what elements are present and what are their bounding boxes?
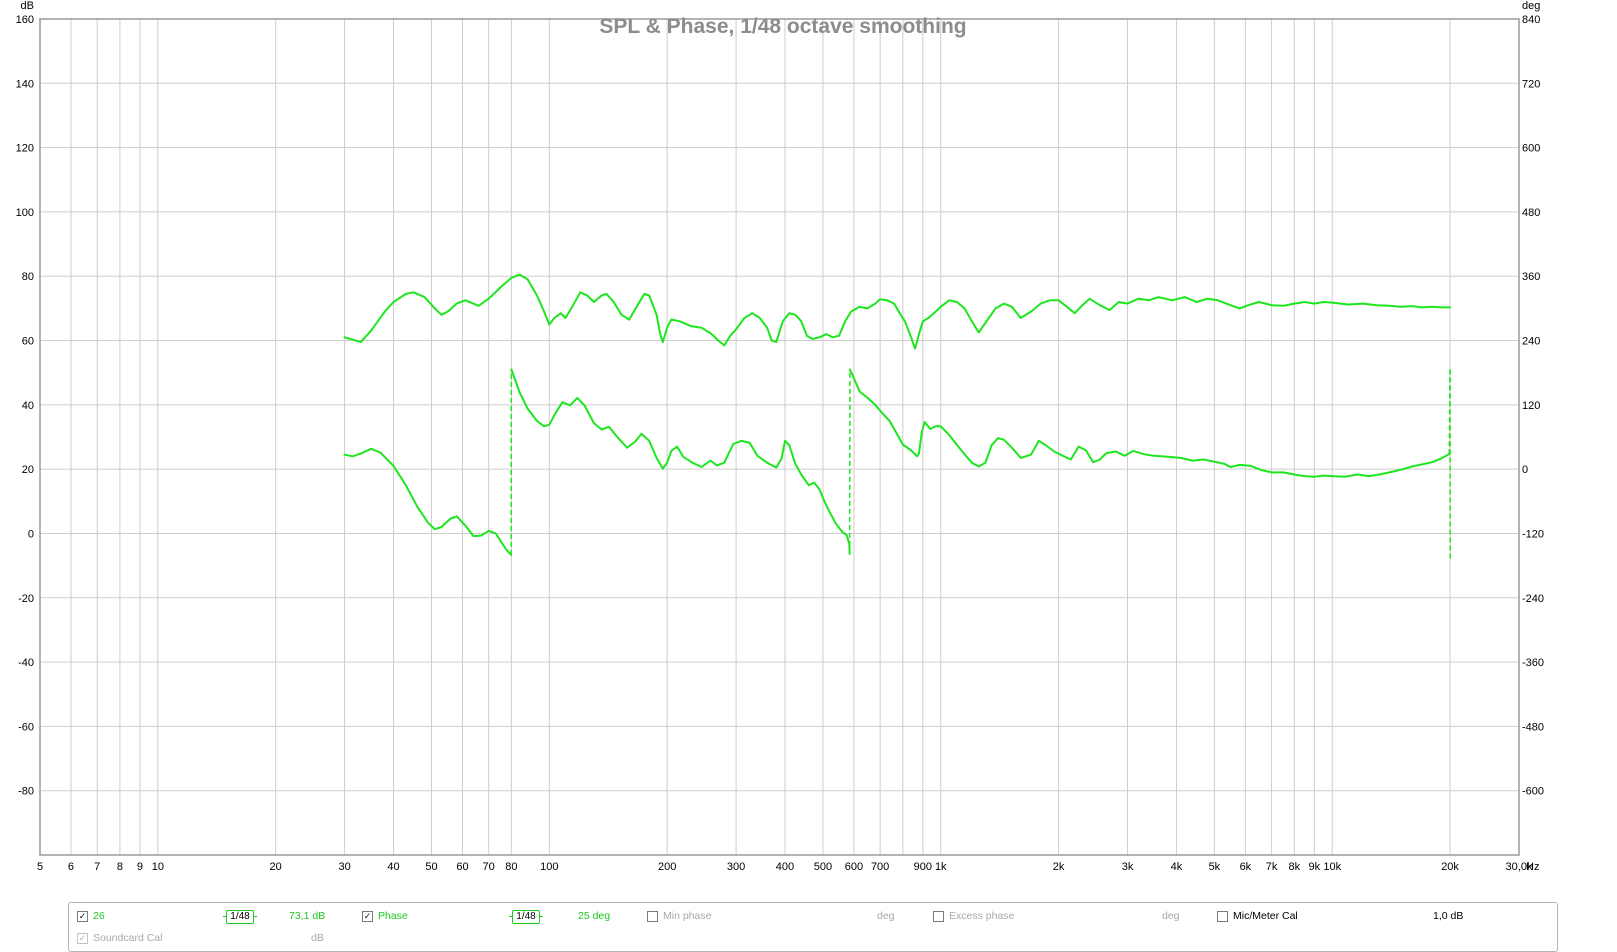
y-left-tick-label: -60 — [18, 721, 34, 733]
y-left-tick-label: -80 — [18, 786, 34, 798]
spl-checkbox[interactable]: ✓ — [77, 911, 88, 922]
x-tick-label: 1k — [935, 861, 947, 873]
x-tick-label: 100 — [540, 861, 558, 873]
x-tick-label: 10k — [1323, 861, 1341, 873]
x-tick-label: 900 — [914, 861, 932, 873]
x-tick-label: 20k — [1441, 861, 1459, 873]
x-tick-label: 40 — [387, 861, 399, 873]
x-tick-label: 500 — [814, 861, 832, 873]
x-tick-label: 8k — [1288, 861, 1300, 873]
x-tick-label: 4k — [1171, 861, 1183, 873]
y-left-tick-label: 140 — [16, 78, 34, 90]
y-left-tick-label: 0 — [28, 528, 34, 540]
spl-phase-chart[interactable]: 160140120100806040200-20-40-60-808407206… — [0, 0, 1617, 902]
legend-item-min-phase[interactable]: Min phase — [647, 910, 711, 922]
spl-label: 26 — [93, 910, 105, 922]
excess-phase-value: deg — [1162, 910, 1180, 922]
x-tick-label: 20 — [270, 861, 282, 873]
legend-panel: ✓ 26 1/48 73,1 dB ✓ Phase 1/48 25 deg Mi… — [68, 902, 1558, 952]
phase-smoothing-control[interactable]: 1/48 — [509, 909, 543, 924]
y-left-tick-label: 20 — [22, 464, 34, 476]
y-right-tick-label: 720 — [1522, 78, 1540, 90]
soundcard-cal-value: dB — [311, 932, 324, 944]
x-tick-label: 30 — [338, 861, 350, 873]
x-tick-label: 700 — [871, 861, 889, 873]
x-tick-label: 3k — [1122, 861, 1134, 873]
y-left-tick-label: -40 — [18, 657, 34, 669]
x-tick-label: 2k — [1053, 861, 1065, 873]
legend-item-excess-phase[interactable]: Excess phase — [933, 910, 1014, 922]
legend-item-phase[interactable]: ✓ Phase — [362, 910, 408, 922]
mic-cal-label: Mic/Meter Cal — [1233, 910, 1298, 922]
spl-smoothing-control[interactable]: 1/48 — [223, 909, 257, 924]
y-right-tick-label: -120 — [1522, 528, 1544, 540]
y-right-tick-label: 480 — [1522, 207, 1540, 219]
x-tick-label: 50 — [425, 861, 437, 873]
x-tick-label: 7 — [94, 861, 100, 873]
y-left-tick-label: 100 — [16, 207, 34, 219]
min-phase-checkbox[interactable] — [647, 911, 658, 922]
spl-value: 73,1 dB — [289, 910, 325, 922]
y-right-tick-label: 120 — [1522, 400, 1540, 412]
y-right-tick-label: 360 — [1522, 271, 1540, 283]
x-tick-label: 200 — [658, 861, 676, 873]
x-tick-label: 5 — [37, 861, 43, 873]
phase-checkbox[interactable]: ✓ — [362, 911, 373, 922]
phase-value: 25 deg — [578, 910, 610, 922]
x-tick-label: 6 — [68, 861, 74, 873]
x-unit: Hz — [1526, 861, 1539, 873]
soundcard-cal-label: Soundcard Cal — [93, 932, 162, 944]
x-tick-label: 8 — [117, 861, 123, 873]
excess-phase-checkbox[interactable] — [933, 911, 944, 922]
min-phase-label: Min phase — [663, 910, 711, 922]
x-tick-label: 70 — [483, 861, 495, 873]
y-right-unit: deg — [1522, 0, 1540, 12]
legend-item-soundcard-cal[interactable]: ✓ Soundcard Cal — [77, 932, 162, 944]
spl-smoothing-value: 1/48 — [226, 910, 253, 924]
y-right-tick-label: 0 — [1522, 464, 1528, 476]
legend-item-mic-cal[interactable]: Mic/Meter Cal — [1217, 910, 1298, 922]
y-left-tick-label: -20 — [18, 593, 34, 605]
min-phase-value: deg — [877, 910, 895, 922]
soundcard-cal-checkbox[interactable]: ✓ — [77, 933, 88, 944]
excess-phase-label: Excess phase — [949, 910, 1014, 922]
y-left-tick-label: 60 — [22, 336, 34, 348]
x-tick-label: 300 — [727, 861, 745, 873]
y-left-tick-label: 160 — [16, 14, 34, 26]
y-right-tick-label: -600 — [1522, 786, 1544, 798]
y-right-tick-label: 600 — [1522, 143, 1540, 155]
y-left-tick-label: 80 — [22, 271, 34, 283]
y-right-tick-label: -480 — [1522, 721, 1544, 733]
x-tick-label: 5k — [1209, 861, 1221, 873]
y-right-tick-label: 240 — [1522, 336, 1540, 348]
y-left-tick-label: 120 — [16, 143, 34, 155]
x-tick-label: 80 — [505, 861, 517, 873]
x-tick-label: 7k — [1266, 861, 1278, 873]
mic-cal-checkbox[interactable] — [1217, 911, 1228, 922]
y-right-tick-label: 840 — [1522, 14, 1540, 26]
mic-cal-value: 1,0 dB — [1433, 910, 1463, 922]
phase-label: Phase — [378, 910, 408, 922]
plot-area — [40, 19, 1519, 855]
legend-item-spl[interactable]: ✓ 26 — [77, 910, 105, 922]
x-tick-label: 60 — [456, 861, 468, 873]
x-tick-label: 6k — [1240, 861, 1252, 873]
x-tick-label: 600 — [845, 861, 863, 873]
y-left-tick-label: 40 — [22, 400, 34, 412]
y-right-tick-label: -360 — [1522, 657, 1544, 669]
y-left-unit: dB — [21, 0, 34, 12]
phase-smoothing-value: 1/48 — [512, 910, 539, 924]
y-right-tick-label: -240 — [1522, 593, 1544, 605]
grid — [40, 19, 1519, 855]
x-tick-label: 400 — [776, 861, 794, 873]
x-tick-label: 9k — [1309, 861, 1321, 873]
x-tick-label: 10 — [152, 861, 164, 873]
x-tick-label: 9 — [137, 861, 143, 873]
chart-title: SPL & Phase, 1/48 octave smoothing — [599, 15, 966, 38]
